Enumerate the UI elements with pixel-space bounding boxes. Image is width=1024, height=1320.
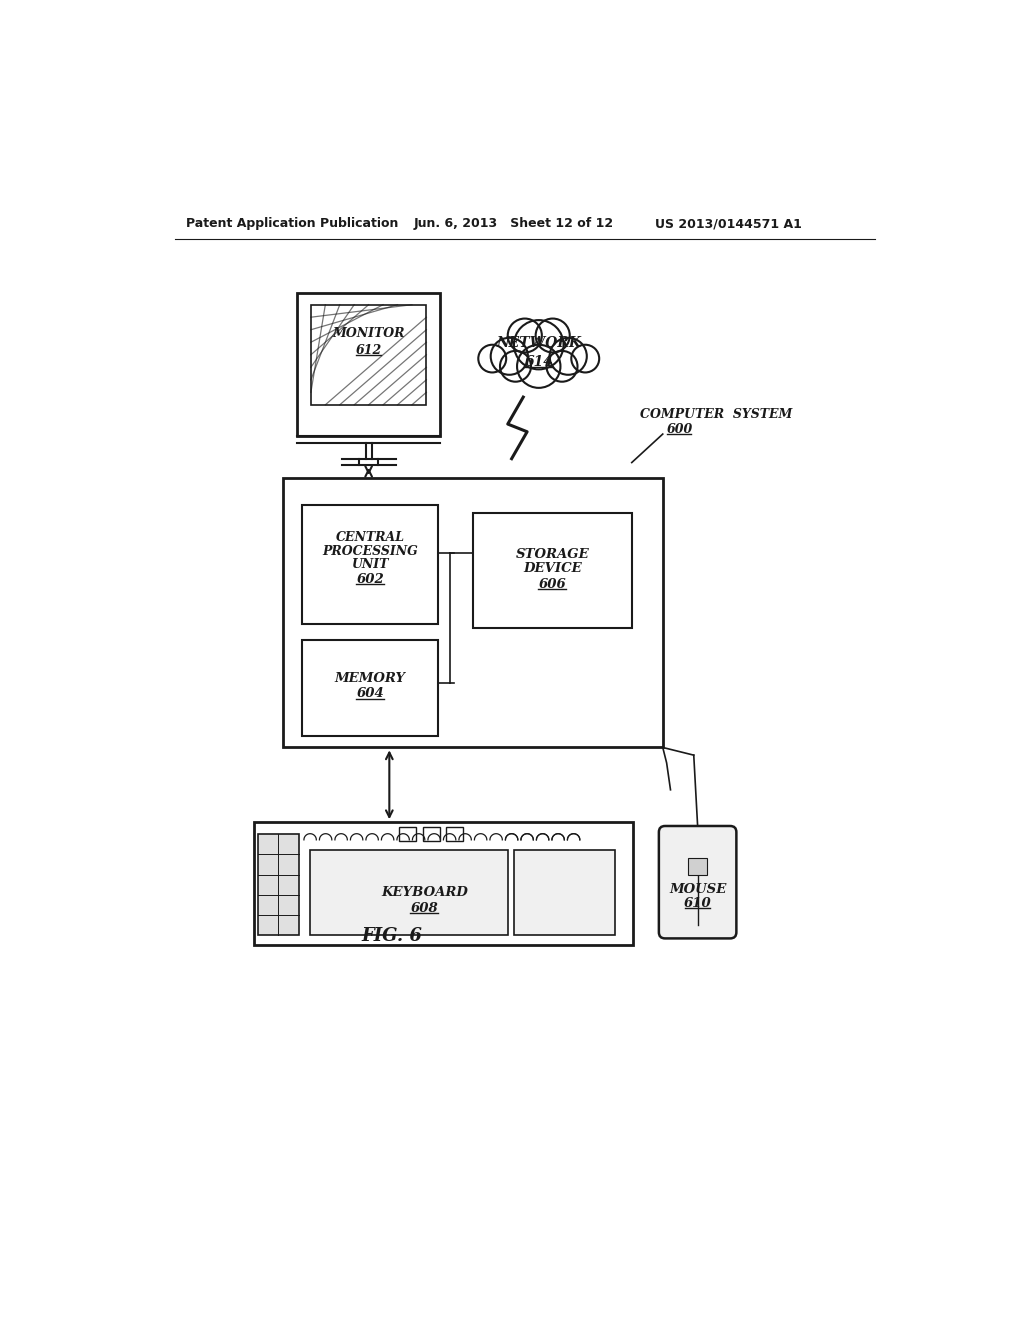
Circle shape	[478, 345, 506, 372]
Text: MOUSE: MOUSE	[669, 883, 726, 896]
Circle shape	[536, 318, 569, 352]
Text: CENTRAL: CENTRAL	[336, 531, 404, 544]
Text: COMPUTER  SYSTEM: COMPUTER SYSTEM	[640, 408, 792, 421]
Text: 610: 610	[684, 898, 712, 911]
Bar	[254, 822, 633, 945]
Text: KEYBOARD: KEYBOARD	[381, 887, 468, 899]
Text: 606: 606	[539, 578, 566, 591]
Text: Jun. 6, 2013   Sheet 12 of 12: Jun. 6, 2013 Sheet 12 of 12	[414, 218, 613, 231]
Text: NETWORK: NETWORK	[497, 337, 582, 350]
Text: FIG. 6: FIG. 6	[361, 927, 422, 945]
Text: DEVICE: DEVICE	[523, 562, 582, 576]
Bar	[311, 305, 426, 405]
Text: 604: 604	[356, 688, 384, 701]
Circle shape	[571, 345, 599, 372]
Text: STORAGE: STORAGE	[515, 548, 589, 561]
Bar	[258, 834, 299, 935]
Bar	[302, 504, 438, 624]
Bar	[423, 826, 439, 841]
Bar	[514, 850, 614, 935]
Bar	[445, 826, 463, 841]
Text: 612: 612	[355, 345, 382, 356]
Text: 602: 602	[356, 573, 384, 586]
Bar	[310, 850, 508, 935]
FancyBboxPatch shape	[658, 826, 736, 939]
Text: US 2013/0144571 A1: US 2013/0144571 A1	[655, 218, 802, 231]
Circle shape	[517, 345, 560, 388]
Bar	[283, 478, 663, 747]
Bar	[688, 858, 707, 875]
Text: MEMORY: MEMORY	[335, 672, 406, 685]
Circle shape	[514, 321, 563, 370]
Text: PROCESSING: PROCESSING	[323, 545, 418, 558]
Text: Patent Application Publication: Patent Application Publication	[186, 218, 398, 231]
Bar	[297, 293, 440, 436]
Circle shape	[550, 338, 587, 375]
Text: 600: 600	[667, 422, 693, 436]
Circle shape	[547, 351, 578, 381]
Text: MONITOR: MONITOR	[333, 327, 404, 341]
Bar	[473, 512, 632, 628]
Text: UNIT: UNIT	[351, 558, 389, 572]
Bar	[399, 826, 417, 841]
Bar	[302, 640, 438, 737]
Circle shape	[490, 338, 528, 375]
Circle shape	[500, 351, 531, 381]
Circle shape	[508, 318, 542, 352]
Text: 608: 608	[411, 902, 438, 915]
Text: 614: 614	[524, 355, 553, 368]
